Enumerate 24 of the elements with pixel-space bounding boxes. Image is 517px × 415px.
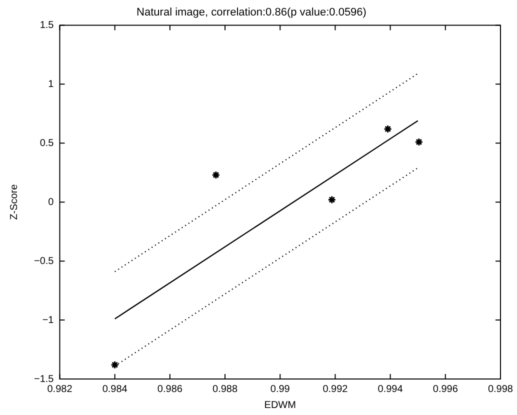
chart-title: Natural image, correlation:0.86(p value:0.0596) [136, 6, 366, 19]
y-tick-label: 0 [48, 196, 54, 208]
y-tick-label: −1.5 [34, 374, 54, 385]
x-tick-label: 0.994 [378, 384, 404, 395]
y-tick-label: −0.5 [34, 256, 54, 267]
y-axis-title: Z-Score [8, 184, 20, 220]
y-tick-label: 1 [48, 78, 54, 90]
x-tick-label: 0.982 [47, 384, 73, 395]
point [414, 138, 424, 146]
x-tick-label: 0.996 [432, 384, 458, 395]
y-tick-label: 1.5 [40, 20, 54, 31]
y-tick-label: −1 [42, 314, 54, 326]
y-tick-label: 0.5 [40, 138, 54, 149]
x-axis-title: EDWM [264, 400, 296, 411]
x-tick-label: 0.992 [322, 384, 348, 395]
x-tick-label: 0.986 [157, 384, 183, 395]
x-tick-label: 0.984 [102, 384, 128, 395]
point [212, 170, 220, 180]
point [328, 195, 336, 204]
x-tick-label: 0.998 [488, 384, 514, 395]
x-tick-label: 0.99 [270, 384, 290, 395]
x-tick-label: 0.988 [212, 384, 238, 395]
point [384, 124, 392, 134]
point [110, 360, 120, 370]
